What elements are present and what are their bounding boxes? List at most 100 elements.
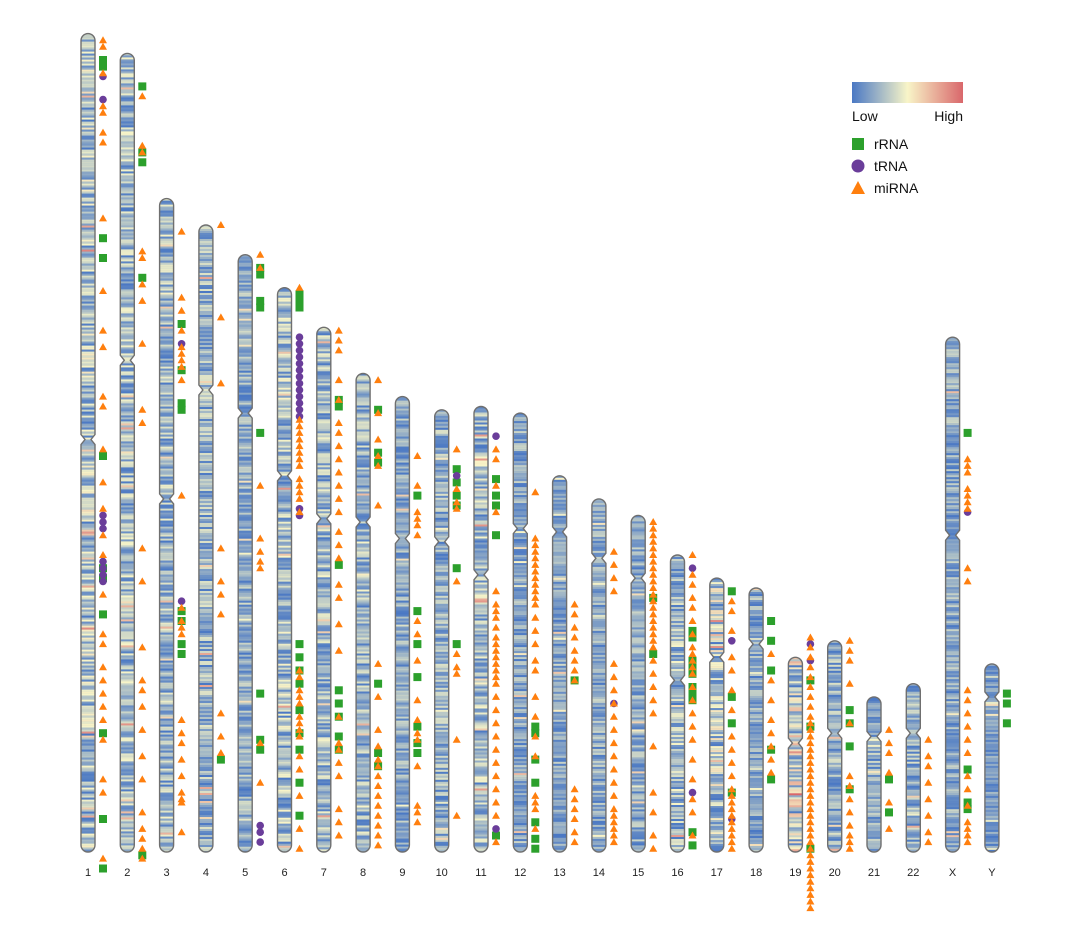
mirna-marker <box>138 702 147 710</box>
density-band <box>670 733 685 736</box>
density-band <box>120 409 135 412</box>
density-band <box>356 429 371 432</box>
density-band <box>81 673 95 676</box>
density-band <box>474 420 488 423</box>
density-band <box>120 99 135 102</box>
density-band <box>749 664 764 667</box>
density-band <box>395 738 410 741</box>
density-band <box>238 656 253 659</box>
density-band <box>120 545 135 548</box>
density-band <box>749 596 764 599</box>
density-band <box>395 740 410 743</box>
mirna-marker <box>256 534 265 542</box>
rrna-marker <box>413 673 422 682</box>
mirna-marker <box>99 689 107 697</box>
mirna-marker <box>767 676 776 684</box>
density-band <box>513 665 528 668</box>
density-band <box>238 448 253 451</box>
density-band <box>120 451 135 454</box>
chromosome-outline <box>355 372 371 853</box>
density-band <box>198 287 213 290</box>
density-band <box>434 707 449 710</box>
density-band <box>434 735 449 738</box>
density-band <box>395 734 410 737</box>
density-band <box>277 551 292 554</box>
rrna-marker <box>177 399 186 408</box>
mirna-marker <box>492 719 500 727</box>
density-band <box>159 594 174 597</box>
density-band <box>198 289 213 292</box>
density-band <box>395 798 410 801</box>
density-band <box>434 825 449 828</box>
density-band <box>434 767 449 770</box>
density-band <box>749 766 764 769</box>
density-band <box>81 83 95 86</box>
density-band <box>238 554 253 557</box>
density-band <box>81 741 95 744</box>
density-band <box>434 453 449 456</box>
density-band <box>198 245 213 248</box>
density-band <box>474 788 488 791</box>
density-band <box>198 641 213 644</box>
density-band <box>474 440 488 443</box>
density-band <box>591 842 606 846</box>
density-band <box>474 598 488 601</box>
mirna-marker <box>334 346 343 354</box>
density-band <box>81 293 95 296</box>
density-band <box>277 601 292 604</box>
density-band <box>395 694 410 697</box>
density-band <box>591 590 606 594</box>
density-band <box>120 415 135 418</box>
density-band <box>395 808 410 811</box>
density-band <box>120 285 135 288</box>
density-band <box>552 753 567 756</box>
mirna-marker <box>492 508 500 516</box>
density-band <box>356 771 371 774</box>
density-band <box>120 205 135 208</box>
rrna-marker <box>177 640 186 649</box>
density-band <box>434 837 449 840</box>
density-band <box>631 797 646 800</box>
density-band <box>395 658 410 661</box>
density-band <box>120 281 135 284</box>
density-band <box>120 821 135 824</box>
density-band <box>552 663 567 666</box>
density-band <box>434 459 449 462</box>
density-band <box>198 771 213 774</box>
density-band <box>631 591 646 594</box>
density-band <box>120 411 135 414</box>
density-band <box>356 677 371 680</box>
density-band <box>395 780 410 783</box>
density-band <box>238 776 253 779</box>
density-band <box>356 773 371 776</box>
density-band <box>81 105 95 108</box>
density-band <box>81 777 95 780</box>
density-band <box>277 563 292 566</box>
density-band <box>277 683 292 686</box>
density-band <box>356 731 371 734</box>
density-band <box>238 606 253 609</box>
density-band <box>631 843 646 846</box>
density-band <box>316 339 331 342</box>
density-band <box>552 499 567 502</box>
density-band <box>591 838 606 842</box>
density-band <box>81 533 95 536</box>
chromosome-4: 4 <box>198 221 225 879</box>
density-band <box>81 383 95 386</box>
density-band <box>159 512 174 515</box>
density-band <box>159 628 174 631</box>
density-band <box>81 691 95 694</box>
density-band <box>434 543 449 546</box>
density-band <box>81 449 95 452</box>
density-band <box>474 486 488 489</box>
mirna-marker <box>216 732 225 740</box>
mirna-marker <box>177 356 186 364</box>
density-band <box>81 775 95 778</box>
density-band <box>356 637 371 640</box>
mirna-marker <box>334 376 343 384</box>
density-band <box>434 409 449 412</box>
density-band <box>316 445 331 448</box>
trna-marker <box>452 472 461 480</box>
density-band <box>81 771 95 774</box>
density-band <box>631 779 646 782</box>
